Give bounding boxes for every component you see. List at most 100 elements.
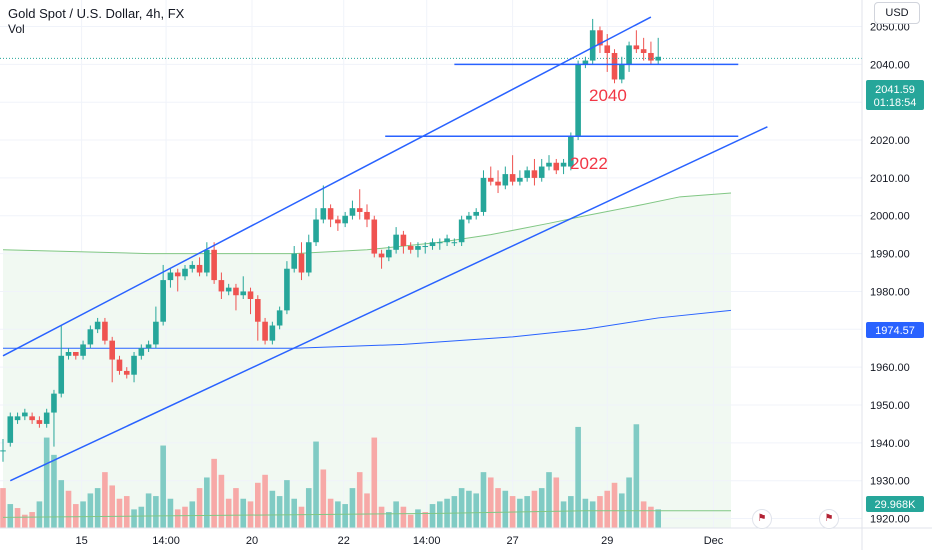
candle-body — [502, 174, 509, 186]
candle-body — [0, 450, 6, 452]
candle-body — [255, 299, 261, 322]
volume-bar — [153, 496, 159, 528]
volume-bar — [0, 488, 6, 528]
candle-body — [138, 348, 145, 356]
volume-bar — [320, 469, 327, 528]
candle-body — [655, 56, 661, 61]
candle-body — [247, 291, 254, 300]
candle-body — [517, 177, 523, 182]
volume-bar — [546, 472, 552, 528]
candle-body — [298, 253, 305, 273]
volume-bar — [356, 472, 363, 528]
volume-bar — [466, 490, 472, 528]
candle-body — [327, 208, 334, 220]
volume-bar — [495, 488, 501, 528]
volume-bar — [305, 488, 312, 528]
volume-bar — [255, 482, 261, 528]
candle-body — [109, 340, 115, 360]
candle-body — [14, 416, 21, 421]
volume-bar — [269, 490, 276, 528]
candle-body — [87, 329, 94, 345]
volume-bar — [145, 493, 152, 528]
candle-body — [211, 249, 217, 281]
price-tick-label: 1990.00 — [870, 249, 910, 261]
drawings[interactable] — [0, 16, 862, 482]
volume-bar — [407, 514, 414, 528]
currency-button[interactable]: USD — [874, 2, 920, 24]
volume-bar — [58, 480, 65, 528]
price-tick-label: 2000.00 — [870, 211, 910, 223]
countdown-value: 01:18:54 — [874, 97, 917, 109]
volume-bar — [189, 501, 196, 528]
volume-bar — [538, 488, 545, 528]
volume-bar — [182, 506, 188, 528]
volume-bar — [218, 474, 225, 528]
last-price-value: 2041.59 — [875, 84, 915, 96]
volume-bar — [225, 498, 232, 528]
volume-bar — [291, 498, 297, 528]
price-tick-label: 1980.00 — [870, 286, 910, 298]
candle-body — [58, 355, 65, 394]
candle-body — [378, 253, 385, 258]
candle-body — [182, 268, 188, 277]
time-tick-label: 27 — [506, 535, 518, 547]
candle-body — [320, 208, 327, 220]
volume-bar — [648, 506, 654, 528]
candle-body — [356, 208, 363, 212]
volume-bar — [65, 490, 72, 528]
candle-body — [153, 321, 159, 345]
price-tick-label: 1940.00 — [870, 438, 910, 450]
volume-bar — [313, 441, 319, 528]
candle-body — [284, 268, 290, 311]
volume-bar — [342, 504, 348, 528]
volume-value-tag: 29.968K — [866, 496, 924, 512]
candle-body — [582, 60, 589, 65]
volume-bar — [22, 514, 28, 528]
volume-bar — [284, 480, 290, 528]
candle-body — [422, 246, 429, 248]
candle-body — [451, 242, 458, 244]
volume-bar — [160, 445, 166, 528]
volume-bar — [211, 458, 217, 528]
candle-body — [276, 310, 283, 326]
volume-bar — [371, 437, 378, 528]
candle-body — [371, 219, 378, 254]
annotation-2022: 2022 — [570, 154, 608, 173]
candle-body — [429, 242, 436, 247]
volume-bar — [531, 490, 538, 528]
us-flag-icon[interactable]: ⚑ — [819, 509, 839, 529]
candle-body — [131, 355, 137, 375]
price-tick-label: 2040.00 — [870, 59, 910, 71]
volume-bar — [378, 506, 385, 528]
candle-body — [204, 249, 210, 273]
candle-body — [65, 352, 72, 356]
volume-bar — [553, 477, 560, 528]
price-tick-label: 1930.00 — [870, 476, 910, 488]
volume-bar — [633, 424, 640, 528]
volume-bar — [167, 498, 174, 528]
volume-bar — [276, 496, 283, 528]
candle-body — [626, 45, 632, 65]
volume-bar — [51, 454, 57, 528]
candle-body — [22, 412, 28, 417]
time-axis[interactable]: 15 14:00 20 22 14:00 27 29 Dec — [0, 527, 932, 547]
time-tick-label: 20 — [246, 535, 258, 547]
volume-bars — [0, 424, 661, 528]
candle-body — [116, 359, 123, 371]
volume-bar — [109, 485, 115, 528]
time-tick-label: 14:00 — [152, 535, 180, 547]
volume-bar — [415, 509, 421, 528]
candle-body — [160, 280, 166, 322]
volume-bar — [29, 512, 35, 528]
us-flag-icon[interactable]: ⚑ — [752, 509, 772, 529]
candle-body — [189, 264, 196, 269]
volume-bar — [174, 509, 181, 528]
volume-bar — [43, 437, 50, 528]
volume-bar — [517, 498, 523, 528]
volume-value: 29.968K — [875, 499, 917, 511]
candle-body — [509, 174, 516, 182]
volume-bar — [327, 498, 334, 528]
time-tick-label: 29 — [601, 535, 613, 547]
candlesticks[interactable] — [0, 18, 661, 462]
